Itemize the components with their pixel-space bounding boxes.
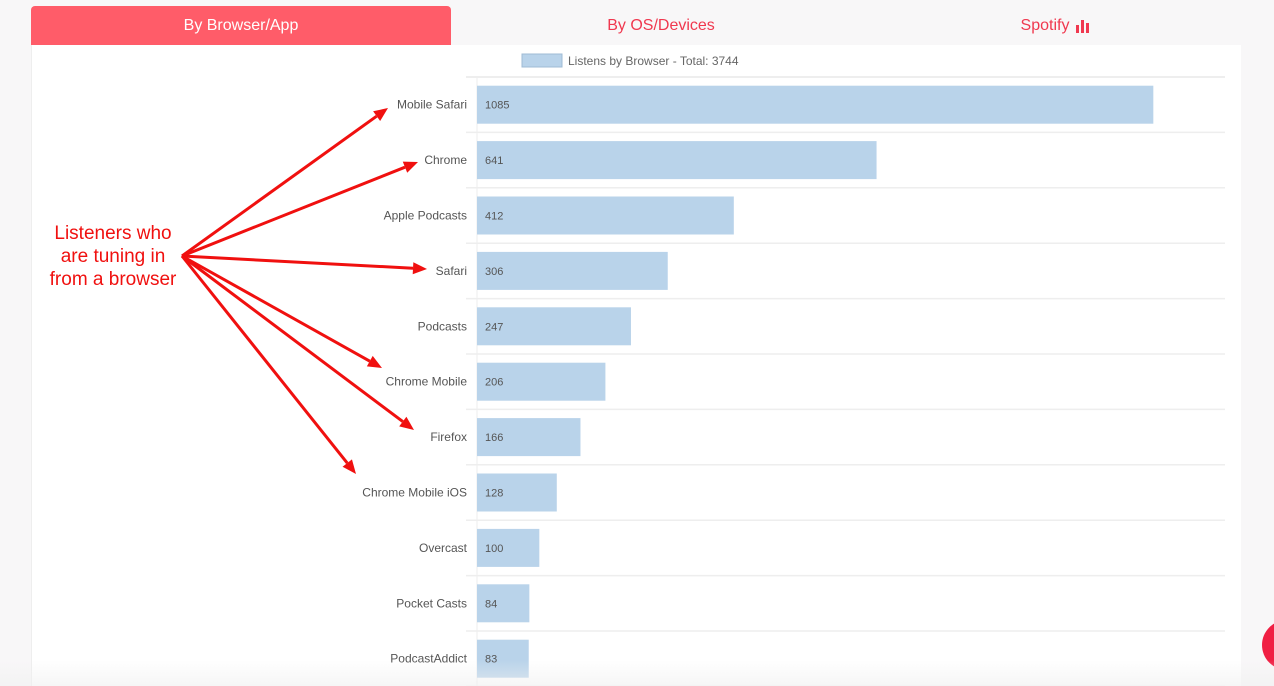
arrow-head bbox=[412, 262, 427, 275]
tab-by-os-devices[interactable]: By OS/Devices bbox=[451, 6, 871, 45]
value-label: 247 bbox=[485, 321, 503, 333]
category-label: Firefox bbox=[430, 430, 467, 444]
tab-bar: By Browser/App By OS/Devices Spotify bbox=[31, 6, 1241, 45]
category-label: Pocket Casts bbox=[396, 596, 467, 610]
category-label: Overcast bbox=[419, 541, 468, 555]
category-label: PodcastAddict bbox=[390, 652, 467, 666]
legend-swatch bbox=[521, 53, 563, 68]
bar[interactable] bbox=[477, 418, 581, 457]
value-label: 100 bbox=[485, 543, 503, 555]
tab-label: By Browser/App bbox=[183, 16, 299, 34]
arrow-head bbox=[342, 459, 356, 474]
value-label: 1085 bbox=[485, 100, 509, 112]
tab-spotify[interactable]: Spotify bbox=[871, 6, 1241, 45]
category-label: Apple Podcasts bbox=[384, 209, 467, 223]
bar[interactable] bbox=[477, 473, 557, 512]
arrow-head bbox=[373, 108, 388, 122]
arrow-head bbox=[366, 355, 382, 368]
annotation-arrow bbox=[181, 254, 404, 423]
bar[interactable] bbox=[477, 307, 631, 346]
annotation-arrow bbox=[181, 165, 406, 258]
legend-label: Listens by Browser - Total: 3744 bbox=[568, 54, 739, 68]
category-label: Safari bbox=[436, 264, 467, 278]
bar[interactable] bbox=[477, 584, 530, 623]
annotation-arrow bbox=[180, 255, 349, 464]
value-label: 84 bbox=[485, 598, 497, 610]
bar[interactable] bbox=[477, 528, 540, 567]
bar[interactable] bbox=[477, 141, 877, 180]
annotation-arrow bbox=[181, 254, 414, 270]
bar[interactable] bbox=[477, 85, 1154, 124]
annotation-arrow bbox=[181, 254, 371, 363]
bar[interactable] bbox=[477, 196, 734, 235]
arrow-head bbox=[399, 416, 414, 430]
legend: Listens by Browser - Total: 3744 bbox=[521, 53, 739, 68]
bar[interactable] bbox=[477, 251, 668, 290]
category-label: Mobile Safari bbox=[397, 98, 467, 112]
floating-action-button[interactable] bbox=[1262, 620, 1274, 670]
value-label: 306 bbox=[485, 266, 503, 278]
bar[interactable] bbox=[477, 362, 606, 401]
value-label: 206 bbox=[485, 377, 503, 389]
value-label: 83 bbox=[485, 654, 497, 666]
annotation-arrow bbox=[181, 114, 378, 258]
category-label: Podcasts bbox=[418, 319, 467, 333]
value-label: 641 bbox=[485, 155, 503, 167]
category-label: Chrome Mobile iOS bbox=[362, 486, 467, 500]
value-label: 128 bbox=[485, 488, 503, 500]
bar-chart-icon bbox=[1076, 19, 1090, 33]
annotation-text: Listeners who are tuning in from a brows… bbox=[49, 223, 177, 290]
tab-by-browser-app[interactable]: By Browser/App bbox=[31, 6, 451, 45]
category-label: Chrome bbox=[424, 153, 467, 167]
value-label: 412 bbox=[485, 211, 503, 223]
value-label: 166 bbox=[485, 432, 503, 444]
tab-label: Spotify bbox=[1020, 16, 1070, 34]
tab-label: By OS/Devices bbox=[607, 16, 715, 34]
arrow-head bbox=[402, 161, 418, 173]
category-label: Chrome Mobile bbox=[386, 375, 468, 389]
